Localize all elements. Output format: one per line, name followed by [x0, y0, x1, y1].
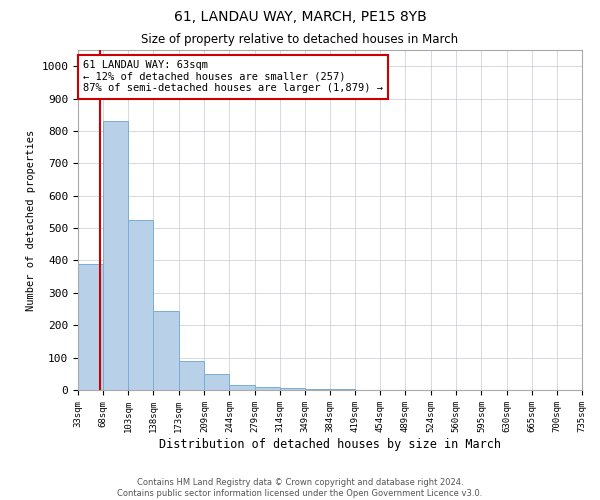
- Bar: [205, 374, 229, 390]
- Bar: [229, 385, 254, 390]
- Text: Size of property relative to detached houses in March: Size of property relative to detached ho…: [142, 32, 458, 46]
- Y-axis label: Number of detached properties: Number of detached properties: [26, 130, 36, 310]
- Bar: [305, 389, 330, 390]
- Text: 61 LANDAU WAY: 63sqm
← 12% of detached houses are smaller (257)
87% of semi-deta: 61 LANDAU WAY: 63sqm ← 12% of detached h…: [83, 60, 383, 94]
- Bar: [254, 388, 280, 390]
- Bar: [128, 220, 154, 390]
- Bar: [103, 121, 128, 390]
- Bar: [179, 361, 205, 390]
- Bar: [280, 388, 305, 390]
- Text: Contains HM Land Registry data © Crown copyright and database right 2024.
Contai: Contains HM Land Registry data © Crown c…: [118, 478, 482, 498]
- Bar: [78, 264, 103, 390]
- X-axis label: Distribution of detached houses by size in March: Distribution of detached houses by size …: [159, 438, 501, 450]
- Bar: [154, 310, 179, 390]
- Text: 61, LANDAU WAY, MARCH, PE15 8YB: 61, LANDAU WAY, MARCH, PE15 8YB: [173, 10, 427, 24]
